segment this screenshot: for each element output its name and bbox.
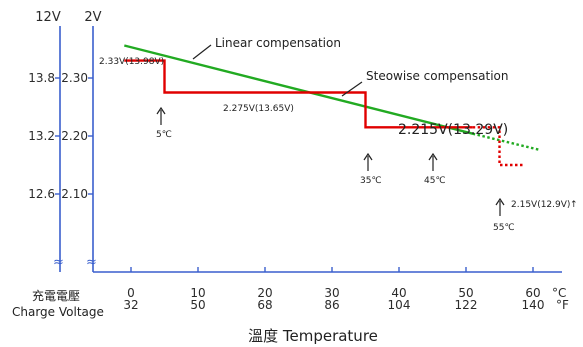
temp-arrow-5 bbox=[156, 106, 166, 125]
temp-arrow-55 bbox=[495, 197, 505, 216]
x-tick-label-c: 50 bbox=[458, 286, 473, 300]
y-tick-label-inner: 2.20 bbox=[61, 129, 88, 143]
x-tick-label-c: 60 bbox=[525, 286, 540, 300]
x-unit-c: °C bbox=[552, 286, 566, 300]
stepwise-leader-line bbox=[341, 81, 363, 97]
axis-break-inner: ≈ bbox=[86, 255, 97, 270]
temp-arrow-45 bbox=[428, 152, 438, 171]
x-axis-title: 溫度 Temperature bbox=[248, 327, 378, 345]
y-inner-header: 2V bbox=[84, 10, 101, 25]
linear-compensation-line bbox=[124, 44, 473, 135]
charge-voltage-label-cn: 充電電壓 bbox=[32, 288, 80, 303]
x-tick-label-f: 50 bbox=[190, 298, 205, 312]
x-tick-label-f: 140 bbox=[522, 298, 545, 312]
charge-voltage-label-en: Charge Voltage bbox=[12, 305, 104, 319]
x-tick-label-c: 30 bbox=[324, 286, 339, 300]
y-tick-label-inner: 2.30 bbox=[61, 71, 88, 85]
y-outer-header: 12V bbox=[35, 10, 61, 25]
x-unit-f: °F bbox=[556, 298, 569, 312]
linear-leader-line bbox=[192, 44, 212, 60]
voltage-label-3: 2.215V(13.29V) bbox=[398, 122, 508, 138]
x-tick-label-f: 86 bbox=[324, 298, 339, 312]
linear-label: Linear compensation bbox=[215, 36, 341, 50]
x-tick-label-f: 122 bbox=[455, 298, 478, 312]
x-tick-label-f: 68 bbox=[257, 298, 272, 312]
voltage-label-2: 2.275V(13.65V) bbox=[223, 104, 294, 114]
x-tick-label-c: 40 bbox=[391, 286, 406, 300]
y-tick-label-inner: 2.10 bbox=[61, 187, 88, 201]
stepwise-label: Steowise compensation bbox=[366, 69, 508, 83]
temp-label-55: 55℃ bbox=[493, 223, 515, 233]
stepwise-compensation-line bbox=[124, 59, 473, 129]
x-tick-label-c: 0 bbox=[127, 286, 135, 300]
temp-arrow-35 bbox=[363, 152, 373, 171]
y-tick-label-outer: 13.8 bbox=[28, 71, 55, 85]
axis-break-outer: ≈ bbox=[53, 255, 64, 270]
temp-label-5: 5℃ bbox=[156, 130, 172, 140]
stepwise-compensation-line-dotted bbox=[472, 126, 523, 167]
x-tick-label-f: 104 bbox=[388, 298, 411, 312]
y-tick-label-outer: 13.2 bbox=[28, 129, 55, 143]
temp-label-35: 35℃ bbox=[360, 176, 382, 186]
x-tick-label-c: 20 bbox=[257, 286, 272, 300]
x-tick-label-c: 10 bbox=[190, 286, 205, 300]
voltage-label-4-arrow: ↑ bbox=[570, 200, 578, 210]
x-tick-label-f: 32 bbox=[123, 298, 138, 312]
voltage-label-4: 2.15V(12.9V) bbox=[511, 200, 570, 210]
temp-label-45: 45℃ bbox=[424, 176, 446, 186]
voltage-label-1: 2.33V(13.98V) bbox=[99, 57, 164, 67]
y-tick-label-outer: 12.6 bbox=[28, 187, 55, 201]
linear-compensation-line-dotted bbox=[472, 132, 540, 152]
